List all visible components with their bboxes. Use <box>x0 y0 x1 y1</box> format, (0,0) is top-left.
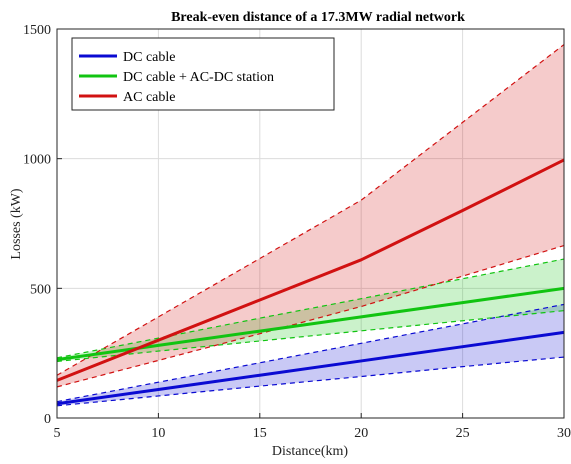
y-axis-ticks: 0 500 1000 1500 <box>23 23 62 427</box>
y-axis-label: Losses (kW) <box>9 188 24 259</box>
uncertainty-band <box>57 259 564 362</box>
upper-bound-line <box>56 44 565 376</box>
plot-frame <box>56 28 565 419</box>
legend-box <box>71 37 335 111</box>
y-tick-label: 1000 <box>23 153 51 168</box>
series-line <box>56 158 565 382</box>
x-axis-ticks: 5 10 15 20 25 30 <box>54 413 571 441</box>
legend-label: DC cable <box>123 50 175 65</box>
x-tick-label: 30 <box>557 426 571 441</box>
legend-label: AC cable <box>123 90 175 105</box>
y-tick-label: 500 <box>30 282 51 297</box>
lower-bound-line <box>56 244 565 388</box>
x-tick-label: 5 <box>54 426 61 441</box>
lower-bound-line <box>56 310 565 363</box>
legend: DC cable DC cable + AC-DC station AC cable <box>71 37 335 111</box>
legend-label: DC cable + AC-DC station <box>123 70 274 85</box>
y-tick-label: 0 <box>44 412 51 427</box>
x-axis-label: Distance(km) <box>272 444 349 459</box>
series-line <box>56 330 565 406</box>
bound-lines <box>56 44 565 407</box>
x-tick-label: 15 <box>253 426 267 441</box>
series-lines <box>56 158 565 406</box>
x-tick-label: 10 <box>151 426 165 441</box>
x-tick-label: 20 <box>354 426 368 441</box>
x-tick-label: 25 <box>456 426 470 441</box>
y-tick-label: 1500 <box>23 23 51 38</box>
lower-bound-line <box>56 356 565 407</box>
uncertainty-band <box>57 304 564 406</box>
chart-title: Break-even distance of a 17.3MW radial n… <box>171 10 465 25</box>
